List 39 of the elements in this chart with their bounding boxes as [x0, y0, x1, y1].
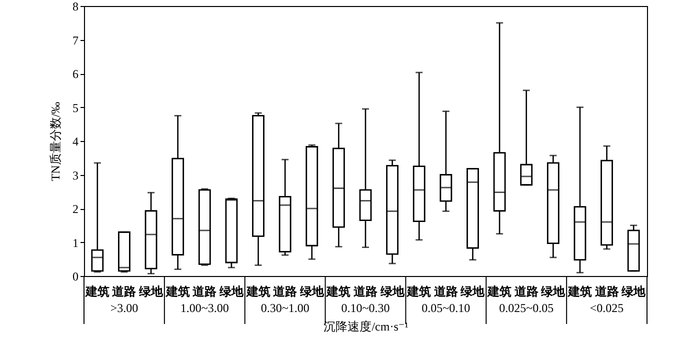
y-tick-label: 2 — [72, 202, 78, 216]
x-tick-label: 建筑 — [406, 284, 432, 298]
x-tick-label: 建筑 — [84, 284, 110, 298]
x-tick-label: 绿地 — [620, 284, 647, 298]
y-tick-label: 8 — [72, 0, 78, 14]
x-tick-label: 道路 — [111, 284, 138, 298]
y-tick-label: 6 — [72, 67, 78, 81]
x-tick-label: 绿地 — [298, 284, 325, 298]
text: 0.05~0.10 — [422, 301, 470, 315]
y-tick-label: 3 — [72, 168, 78, 182]
x-tick-label: 绿地 — [138, 284, 164, 298]
y-tick-label: 0 — [72, 270, 78, 284]
x-tick-label: 道路 — [594, 284, 620, 298]
text: 0.10~0.30 — [341, 301, 390, 315]
x-tick-label: 道路 — [272, 284, 298, 298]
text: 0.025~0.05 — [499, 301, 554, 315]
x-tick-label: 道路 — [352, 284, 378, 298]
x-tick-label: 建筑 — [566, 284, 592, 298]
y-tick-label: 5 — [72, 100, 78, 115]
y-tick-label: 7 — [72, 33, 78, 48]
x-tick-label: 绿地 — [540, 284, 566, 298]
text: 0.30~1.00 — [260, 301, 310, 315]
x-tick-label: 建筑 — [486, 284, 512, 298]
y-tick-label: 4 — [72, 134, 78, 148]
text: >3.00 — [110, 301, 138, 315]
x-tick-label: 道路 — [513, 284, 540, 298]
x-tick-label: 道路 — [192, 284, 218, 298]
x-tick-label: 绿地 — [379, 284, 406, 298]
x-tick-label: 绿地 — [460, 284, 486, 298]
y-axis-title: TN质量分数/‰ — [48, 102, 62, 182]
x-tick-label: 绿地 — [218, 284, 244, 298]
text: 1.00~3.00 — [180, 301, 229, 315]
x-tick-label: 建筑 — [326, 284, 351, 298]
x-tick-label: 道路 — [432, 284, 459, 298]
x-tick-label: 建筑 — [164, 284, 190, 298]
x-tick-label: 建筑 — [245, 284, 270, 298]
text: <0.025 — [590, 301, 624, 315]
y-tick-label: 1 — [72, 236, 78, 250]
x-axis-title: 沉降速度/cm·s⁻¹ — [324, 320, 409, 334]
